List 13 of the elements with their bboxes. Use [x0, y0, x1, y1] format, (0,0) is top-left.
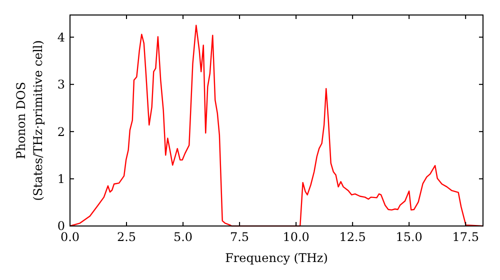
y-tick-label: 3 [57, 78, 65, 92]
x-tick-label: 15.0 [396, 230, 422, 244]
x-tick-label: 2.5 [116, 230, 136, 244]
y-tick-label: 1 [57, 172, 65, 186]
x-tick-label: 5.0 [173, 230, 193, 244]
y-tick-label: 2 [57, 124, 65, 139]
x-axis-title: Frequency (THz) [225, 251, 328, 265]
x-tick-label: 12.5 [339, 230, 366, 244]
x-tick-label: 17.5 [452, 230, 479, 244]
y-tick-label: 4 [57, 30, 66, 44]
x-tick-label: 10.0 [282, 230, 310, 244]
y-axis-title: Phonon DOS (States/THz·primitive cell) [14, 40, 45, 201]
x-tick-label: 7.5 [230, 230, 250, 244]
